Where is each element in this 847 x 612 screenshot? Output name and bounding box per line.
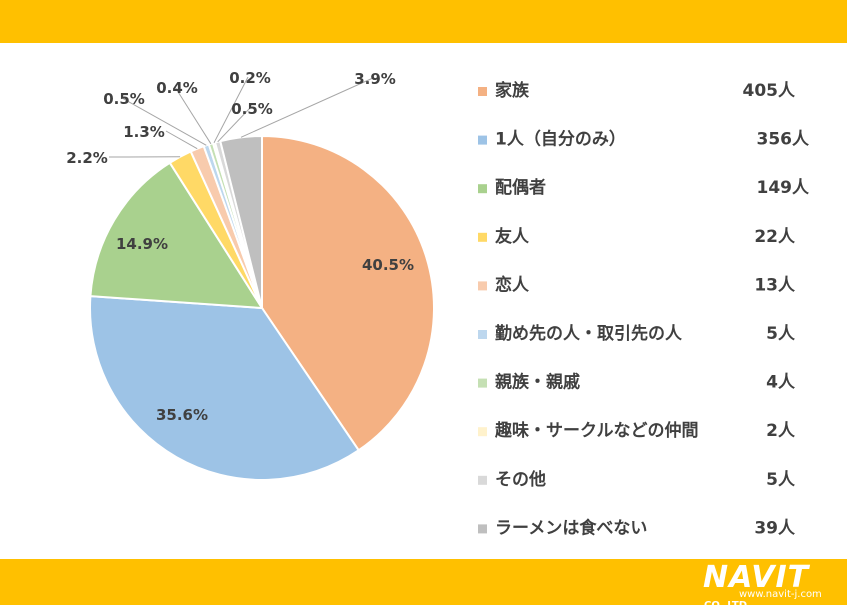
legend-label-9: ラーメンは食べない (495, 517, 647, 538)
legend-value-9: 39人 (754, 518, 796, 538)
legend-swatch-7 (478, 427, 487, 436)
legend-value-0: 405人 (743, 81, 796, 101)
legend-value-4: 13人 (754, 275, 796, 295)
legend-value-2: 149人 (757, 178, 810, 198)
legend-swatch-4 (478, 281, 487, 290)
legend-label-5: 勤め先の人・取引先の人 (495, 323, 683, 344)
legend-label-1: 1人（自分のみ） (495, 129, 626, 150)
percent-label-5: 0.5% (103, 90, 145, 108)
legend-swatch-6 (478, 379, 487, 388)
legend-label-6: 親族・親戚 (495, 372, 580, 393)
percent-label-1: 35.6% (156, 406, 208, 424)
legend-value-3: 22人 (754, 227, 796, 247)
percent-label-6: 0.4% (156, 79, 198, 97)
logo-suffix: CO.,LTD. (704, 600, 751, 611)
legend-swatch-2 (478, 184, 487, 193)
percent-label-4: 1.3% (123, 123, 165, 141)
legend-value-6: 4人 (766, 373, 796, 393)
legend-label-8: その他 (495, 469, 546, 490)
legend-swatch-8 (478, 476, 487, 485)
percent-label-7: 0.2% (229, 69, 271, 87)
legend-label-2: 配偶者 (495, 177, 546, 198)
legend-label-4: 恋人 (495, 274, 530, 295)
pie-slices (90, 136, 434, 480)
legend-swatch-1 (478, 136, 487, 145)
legend-value-5: 5人 (766, 324, 796, 344)
legend-label-0: 家族 (495, 80, 530, 101)
leader-line-4 (166, 131, 197, 149)
logo-url: www.navit-j.com (739, 589, 822, 600)
legend-value-7: 2人 (766, 421, 796, 441)
legend-swatch-9 (478, 524, 487, 533)
legend-value-8: 5人 (766, 470, 796, 490)
percent-label-2: 14.9% (116, 235, 168, 253)
percent-label-9: 3.9% (354, 70, 396, 88)
legend-swatch-0 (478, 87, 487, 96)
legend-swatch-5 (478, 330, 487, 339)
legend-label-7: 趣味・サークルなどの仲間 (494, 420, 699, 441)
percent-label-0: 40.5% (362, 256, 414, 274)
percent-label-3: 2.2% (66, 149, 108, 167)
legend-swatch-3 (478, 233, 487, 242)
legend-value-1: 356人 (757, 130, 810, 150)
legend-label-3: 友人 (495, 226, 530, 247)
percent-label-8: 0.5% (231, 100, 273, 118)
